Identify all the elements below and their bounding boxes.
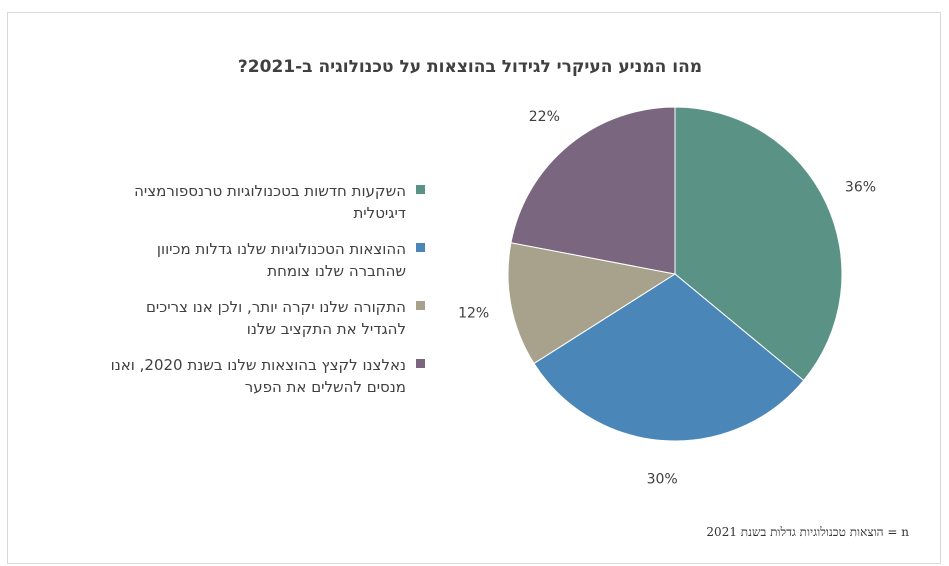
legend-label: נאלצנו לקצץ בהוצאות שלנו בשנת 2020, ואנו… xyxy=(110,356,406,396)
slice-value-label: 22% xyxy=(529,109,560,125)
legend-swatch xyxy=(416,185,425,194)
legend-label: ההוצאות הטכנולוגיות שלנו גדלות מכיוון שה… xyxy=(156,240,406,280)
footnote: n = הוצאות טכנולוגיות גדלות בשנת 2021 xyxy=(706,525,909,539)
legend-swatch xyxy=(416,359,425,368)
legend-label: השקעות חדשות בטכנולוגיות טרנספורמציה דיג… xyxy=(134,182,406,222)
pie-slice xyxy=(674,106,843,382)
legend-item: התקורה שלנו יקרה יותר, ולכן אנו צריכים ל… xyxy=(105,296,425,340)
legend-swatch xyxy=(416,243,425,252)
pie-slice xyxy=(507,242,677,365)
legend-swatch xyxy=(416,301,425,310)
pie-slice xyxy=(510,106,676,275)
chart-title: מהו המניע העיקרי לגידול בהוצאות על טכנול… xyxy=(237,57,703,77)
chart-legend: השקעות חדשות בטכנולוגיות טרנספורמציה דיג… xyxy=(105,180,425,412)
slice-value-label: 36% xyxy=(845,180,876,196)
legend-item: השקעות חדשות בטכנולוגיות טרנספורמציה דיג… xyxy=(105,180,425,224)
legend-label: התקורה שלנו יקרה יותר, ולכן אנו צריכים ל… xyxy=(145,298,406,338)
slice-value-label: 12% xyxy=(458,305,489,321)
slice-value-label: 30% xyxy=(647,472,678,488)
legend-item: ההוצאות הטכנולוגיות שלנו גדלות מכיוון שה… xyxy=(105,238,425,282)
pie-slice xyxy=(533,273,805,442)
legend-item: נאלצנו לקצץ בהוצאות שלנו בשנת 2020, ואנו… xyxy=(105,354,425,398)
